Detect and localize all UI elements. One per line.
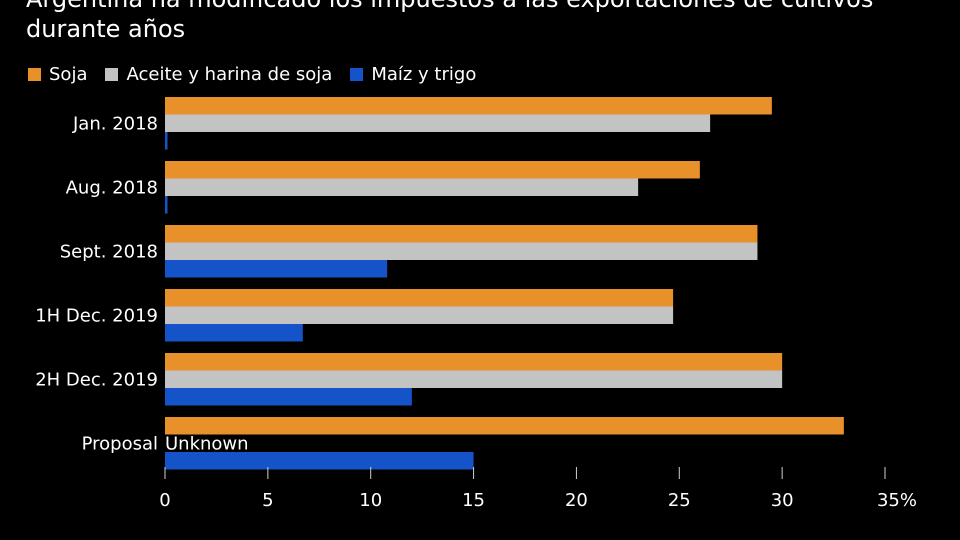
category-label: Jan. 2018 bbox=[72, 113, 158, 134]
bar-2-0 bbox=[165, 132, 168, 150]
legend-item-maiz: Maíz y trigo bbox=[350, 64, 476, 85]
legend: Soja Aceite y harina de soja Maíz y trig… bbox=[28, 63, 494, 85]
legend-swatch-maiz bbox=[350, 67, 364, 81]
bar-0-0 bbox=[165, 97, 772, 115]
bar-2-2 bbox=[165, 260, 388, 278]
x-tick-label: 20 bbox=[565, 490, 588, 511]
category-label: Aug. 2018 bbox=[66, 177, 158, 198]
bar-0-3 bbox=[165, 289, 674, 307]
legend-item-aceite: Aceite y harina de soja bbox=[105, 64, 332, 85]
legend-swatch-soja bbox=[28, 67, 41, 81]
category-label: 2H Dec. 2019 bbox=[35, 369, 158, 390]
legend-label-maiz: Maíz y trigo bbox=[371, 63, 477, 85]
legend-swatch-aceite bbox=[105, 67, 119, 81]
x-tick-label: 0 bbox=[159, 490, 170, 511]
bar-1-3 bbox=[165, 306, 674, 324]
category-label: 1H Dec. 2019 bbox=[35, 305, 158, 326]
bar-0-1 bbox=[165, 161, 700, 179]
x-tick-label: 10 bbox=[359, 490, 382, 511]
x-tick-label: 25 bbox=[668, 490, 691, 511]
bar-2-1 bbox=[165, 196, 168, 214]
category-label: Sept. 2018 bbox=[60, 241, 158, 262]
bar-0-2 bbox=[165, 225, 758, 243]
x-tick-label: 30 bbox=[771, 490, 794, 511]
bar-1-2 bbox=[165, 242, 758, 260]
bar-2-5 bbox=[165, 452, 474, 470]
x-tick-label: 35% bbox=[877, 490, 917, 511]
x-tick-label: 5 bbox=[262, 490, 273, 511]
annotation-label: Unknown bbox=[165, 433, 249, 454]
x-tick-label: 15 bbox=[462, 490, 485, 511]
legend-label-soja: Soja bbox=[49, 63, 88, 85]
legend-label-aceite: Aceite y harina de soja bbox=[126, 63, 333, 85]
category-label: Proposal bbox=[82, 433, 158, 454]
bar-2-4 bbox=[165, 388, 412, 406]
chart-title: Argentina ha modificado los impuestos a … bbox=[26, 0, 873, 43]
bar-0-4 bbox=[165, 353, 783, 371]
bar-1-4 bbox=[165, 370, 783, 388]
bar-0-5 bbox=[165, 417, 844, 435]
bar-1-1 bbox=[165, 178, 639, 196]
bar-1-0 bbox=[165, 114, 711, 132]
bar-2-3 bbox=[165, 324, 303, 342]
legend-item-soja: Soja bbox=[28, 64, 87, 85]
